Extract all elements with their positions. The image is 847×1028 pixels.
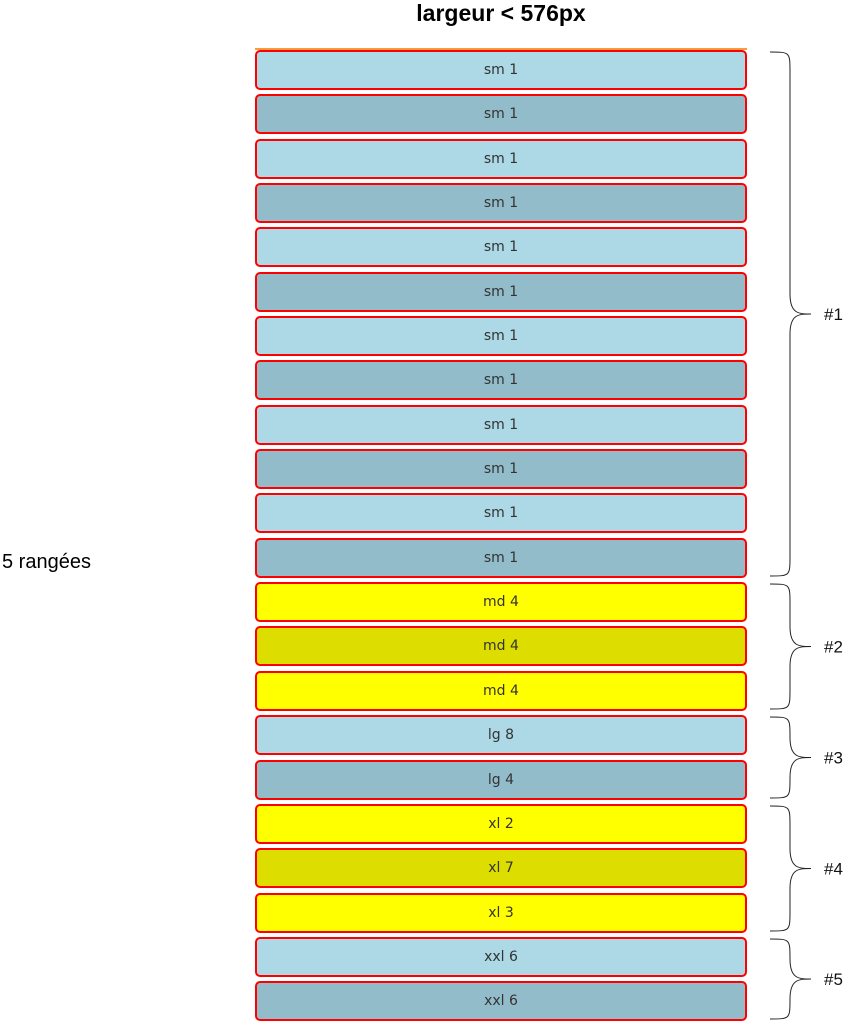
group-label: #5 (824, 970, 843, 989)
grid-cell: lg 4 (255, 759, 747, 800)
grid-cell: sm 1 (255, 138, 747, 179)
grid-cell: sm 1 (255, 360, 747, 401)
grid-cell: sm 1 (255, 316, 747, 357)
group-label: #2 (824, 638, 843, 657)
grid-cell: sm 1 (255, 493, 747, 534)
column-grid: sm 1 sm 1 sm 1 sm 1 sm 1 sm 1 sm 1 sm 1 sm 1 sm 1… (255, 50, 747, 1026)
group-brace (769, 805, 812, 932)
grid-cell: xxl 6 (255, 936, 747, 977)
grid-cell: md 4 (255, 582, 747, 623)
grid-cell: sm 1 (255, 404, 747, 445)
grid-cell: xl 7 (255, 848, 747, 889)
grid-cell: md 4 (255, 626, 747, 667)
grid-cell: sm 1 (255, 537, 747, 578)
page-title: largeur < 576px (416, 0, 586, 26)
grid-cell: sm 1 (255, 183, 747, 224)
group-label: #1 (824, 305, 843, 324)
grid-cell: xl 3 (255, 892, 747, 933)
grid-cell: xxl 6 (255, 981, 747, 1022)
group-brace (769, 583, 812, 710)
group-brace (769, 938, 812, 1020)
rows-count-label: 5 rangées (2, 551, 91, 573)
group-brace (769, 716, 812, 799)
group-label: #3 (824, 749, 843, 768)
grid-cell: md 4 (255, 670, 747, 711)
grid-cell: sm 1 (255, 94, 747, 135)
grid-cell: sm 1 (255, 50, 747, 90)
grid-cell: xl 2 (255, 803, 747, 844)
grid-cell: sm 1 (255, 271, 747, 312)
group-brace (769, 51, 812, 577)
grid-top-divider (255, 48, 747, 50)
grid-cell: sm 1 (255, 227, 747, 268)
grid-cell: lg 8 (255, 715, 747, 756)
grid-cell: sm 1 (255, 449, 747, 490)
group-label: #4 (824, 860, 843, 879)
